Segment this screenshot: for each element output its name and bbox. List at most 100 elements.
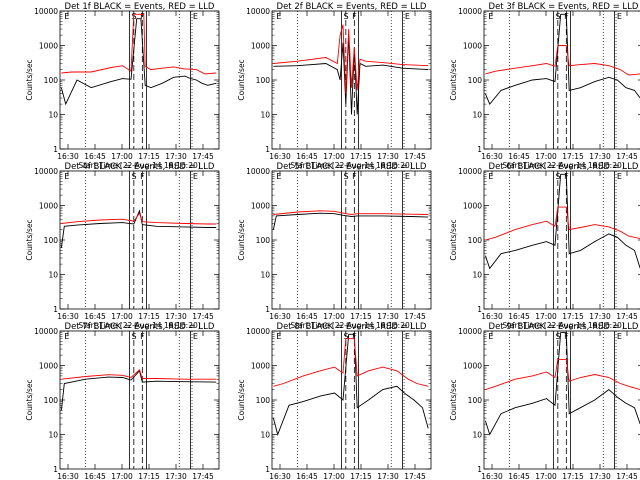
y-tick-label: 100 (256, 76, 271, 85)
y-tick-label: 10 (48, 111, 58, 120)
x-tick-label: 16:30 (57, 312, 79, 321)
flag-label: E (617, 332, 622, 341)
flag-label: E (64, 172, 69, 181)
flag-label: F (140, 332, 145, 341)
y-axis-label: Counts/sec (449, 379, 458, 420)
y-tick-label: 1 (265, 305, 270, 314)
x-axis-label: Start Time (22-Aug-14 16:16:20) (78, 161, 200, 170)
flag-label: E (64, 332, 69, 341)
plot-frame (271, 330, 432, 470)
panel-det-1: Det 1f BLACK = Events, RED = LLD 1 10 100 10… (25, 2, 220, 170)
x-tick-label: 17:15 (562, 472, 584, 480)
flag-label: F (352, 12, 357, 21)
x-tick-label: 17:30 (165, 472, 187, 480)
x-tick-label: 16:30 (481, 152, 503, 161)
y-tick-label: 1000 (251, 362, 270, 371)
y-tick-label: 1000 (39, 362, 58, 371)
series-events-line (60, 18, 217, 106)
y-axis-label: Counts/sec (25, 219, 34, 260)
y-tick-label: 10000 (458, 7, 482, 16)
y-axis-label: Counts/sec (449, 59, 458, 100)
x-tick-label: 17:15 (562, 152, 584, 161)
y-tick-label: 1000 (39, 42, 58, 51)
y-tick-label: 10 (472, 431, 482, 440)
y-tick-label: 100 (256, 236, 271, 245)
series-lld-line (273, 24, 429, 94)
x-tick-label: 16:30 (481, 472, 503, 480)
flag-label: E (405, 332, 410, 341)
x-tick-label: 16:45 (84, 472, 106, 480)
y-tick-label: 10 (48, 271, 58, 280)
x-tick-label: 17:00 (535, 152, 557, 161)
series-events-line (60, 369, 217, 411)
y-tick-label: 10000 (34, 7, 58, 16)
x-tick-label: 16:45 (296, 472, 318, 480)
panel-det-8: Det 8f BLACK = Events, RED = LLD 1 10 100 10… (237, 322, 432, 480)
panel-det-7: Det 7f BLACK = Events, RED = LLD 1 10 100 10… (25, 322, 220, 480)
flag-label: E (193, 12, 198, 21)
panel-det-3: Det 3f BLACK = Events, RED = LLD 1 10 100 10… (449, 2, 640, 170)
x-tick-label: 16:30 (57, 472, 79, 480)
x-tick-label: 17:45 (192, 472, 214, 480)
x-tick-label: 17:00 (323, 152, 345, 161)
series-lld-line (61, 13, 217, 75)
flag-label: E (617, 12, 622, 21)
flag-label: S (132, 172, 137, 181)
y-tick-label: 1 (53, 465, 58, 474)
x-tick-label: 16:45 (508, 152, 530, 161)
y-tick-label: 10000 (458, 327, 482, 336)
series-lld-line (485, 45, 640, 76)
flag-label: E (488, 332, 493, 341)
series-events-line (273, 35, 429, 115)
panel-det-4: Det 4f BLACK = Events, RED = LLD 1 10 100 10… (25, 162, 220, 330)
x-tick-label: 16:45 (84, 152, 106, 161)
flag-label: E (276, 332, 281, 341)
y-axis-label: Counts/sec (449, 219, 458, 260)
y-tick-label: 1000 (251, 42, 270, 51)
y-tick-label: 1 (477, 305, 482, 314)
y-tick-label: 10 (472, 271, 482, 280)
x-tick-label: 17:15 (350, 472, 372, 480)
x-tick-label: 17:45 (192, 312, 214, 321)
y-tick-label: 1 (265, 145, 270, 154)
flag-label: E (488, 172, 493, 181)
x-tick-label: 16:30 (481, 312, 503, 321)
y-tick-label: 100 (44, 76, 59, 85)
x-tick-label: 17:45 (616, 472, 638, 480)
x-tick-label: 17:45 (616, 312, 638, 321)
x-tick-label: 17:00 (535, 472, 557, 480)
y-tick-label: 10 (48, 431, 58, 440)
x-tick-label: 16:45 (296, 152, 318, 161)
flag-label: S (556, 332, 561, 341)
x-tick-label: 17:00 (111, 312, 133, 321)
x-axis-label: Start Time (22-Aug-14 16:16:20) (78, 321, 200, 330)
x-tick-label: 16:30 (57, 152, 79, 161)
plot-frame (59, 330, 220, 470)
x-tick-label: 17:45 (404, 312, 426, 321)
x-tick-label: 17:45 (404, 152, 426, 161)
plot-frame (271, 170, 432, 310)
flag-label: E (488, 12, 493, 21)
x-tick-label: 17:30 (377, 312, 399, 321)
flag-label: S (344, 12, 349, 21)
y-tick-label: 10000 (458, 167, 482, 176)
x-tick-label: 16:45 (508, 472, 530, 480)
flag-label: S (344, 172, 349, 181)
series-lld-line (61, 368, 217, 380)
y-tick-label: 1000 (39, 202, 58, 211)
panel-title: Det 5f BLACK = Events, RED = LLD (277, 162, 427, 172)
y-tick-label: 100 (44, 396, 59, 405)
x-tick-label: 17:00 (323, 472, 345, 480)
flag-label: E (405, 12, 410, 21)
series-events-line (272, 212, 429, 230)
series-lld-line (273, 338, 429, 387)
y-tick-label: 1 (53, 305, 58, 314)
y-tick-label: 10000 (34, 167, 58, 176)
y-tick-label: 1000 (463, 202, 482, 211)
x-tick-label: 17:30 (377, 152, 399, 161)
panel-det-6: Det 6f BLACK = Events, RED = LLD 1 10 100 10… (449, 162, 640, 330)
series-lld-line (485, 358, 640, 391)
panel-det-5: Det 5f BLACK = Events, RED = LLD 1 10 100 10… (237, 162, 432, 330)
series-events-line (484, 173, 640, 270)
x-tick-label: 17:00 (323, 312, 345, 321)
